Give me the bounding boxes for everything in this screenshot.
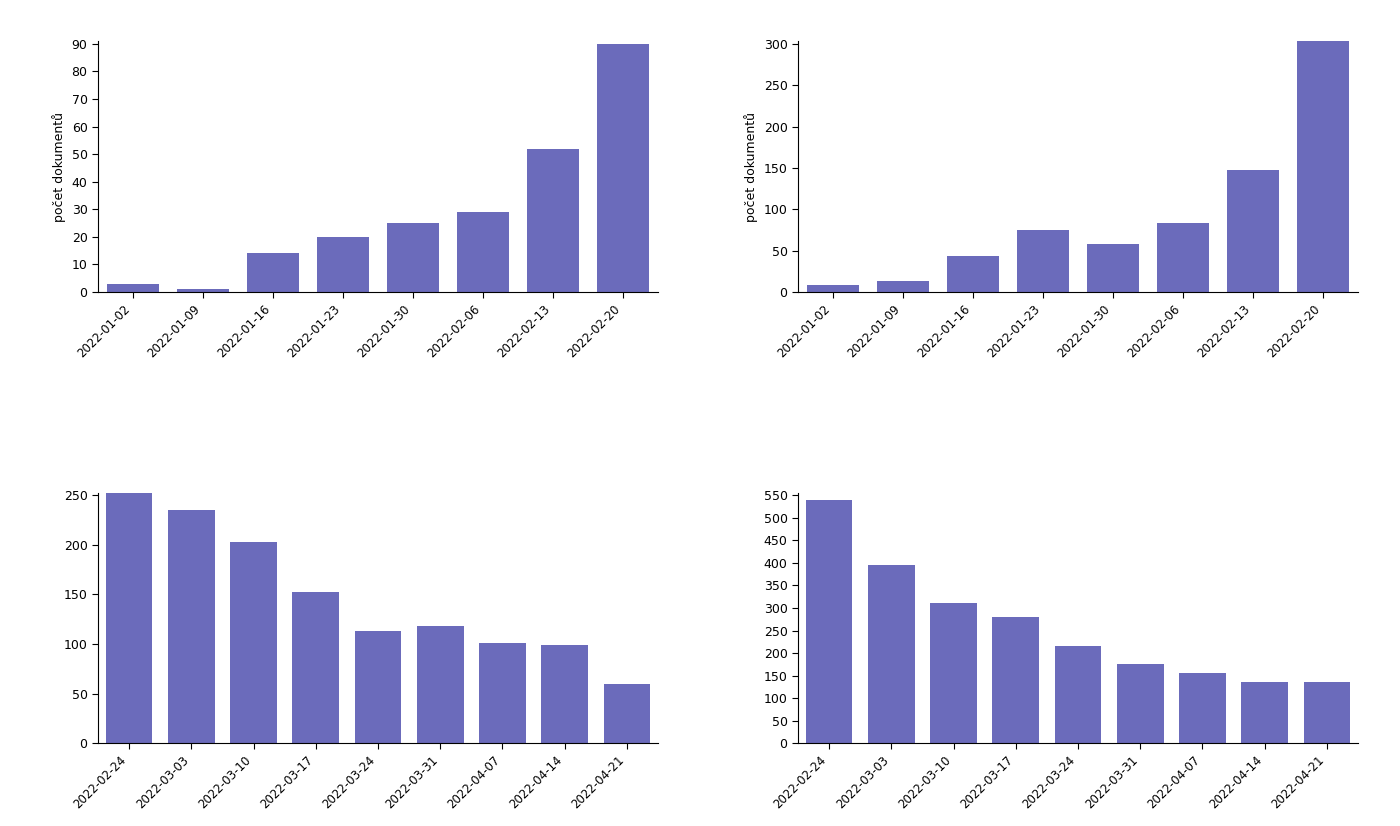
Bar [542, 645, 588, 743]
Y-axis label: počet dokumentů: počet dokumentů [745, 112, 759, 221]
Bar [946, 256, 1000, 292]
Bar [1086, 244, 1140, 292]
Bar [993, 617, 1039, 743]
Bar [596, 44, 650, 292]
Bar [868, 565, 914, 743]
Bar [246, 254, 300, 292]
Bar [930, 604, 977, 743]
Bar [1296, 19, 1350, 292]
Bar [1156, 222, 1210, 292]
Bar [230, 542, 277, 743]
Bar [876, 282, 930, 292]
Bar [806, 500, 853, 743]
Bar [168, 510, 214, 743]
Bar [386, 223, 440, 292]
Bar [603, 684, 650, 743]
Bar [1016, 230, 1070, 292]
Bar [293, 592, 339, 743]
Bar [1242, 682, 1288, 743]
Bar [526, 149, 580, 292]
Bar [806, 285, 860, 292]
Bar [1054, 647, 1102, 743]
Bar [316, 237, 370, 292]
Bar [1179, 673, 1226, 743]
Y-axis label: počet dokumentů: počet dokumentů [52, 112, 66, 221]
Bar [1303, 682, 1350, 743]
Bar [1226, 170, 1280, 292]
Bar [417, 626, 463, 743]
Bar [1117, 664, 1163, 743]
Bar [456, 212, 510, 292]
Bar [176, 289, 230, 292]
Bar [479, 643, 526, 743]
Bar [106, 284, 160, 292]
Bar [106, 460, 153, 743]
Bar [354, 631, 402, 743]
